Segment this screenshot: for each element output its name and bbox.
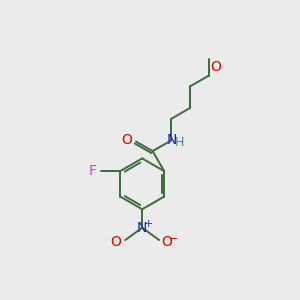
- Text: F: F: [89, 164, 97, 178]
- Text: O: O: [210, 60, 221, 74]
- Text: N: N: [137, 221, 147, 235]
- Text: +: +: [144, 219, 153, 229]
- Text: O: O: [161, 235, 172, 249]
- Text: −: −: [169, 233, 178, 244]
- Text: H: H: [175, 136, 184, 149]
- Text: O: O: [110, 235, 122, 249]
- Text: O: O: [121, 133, 132, 147]
- Text: N: N: [166, 133, 176, 147]
